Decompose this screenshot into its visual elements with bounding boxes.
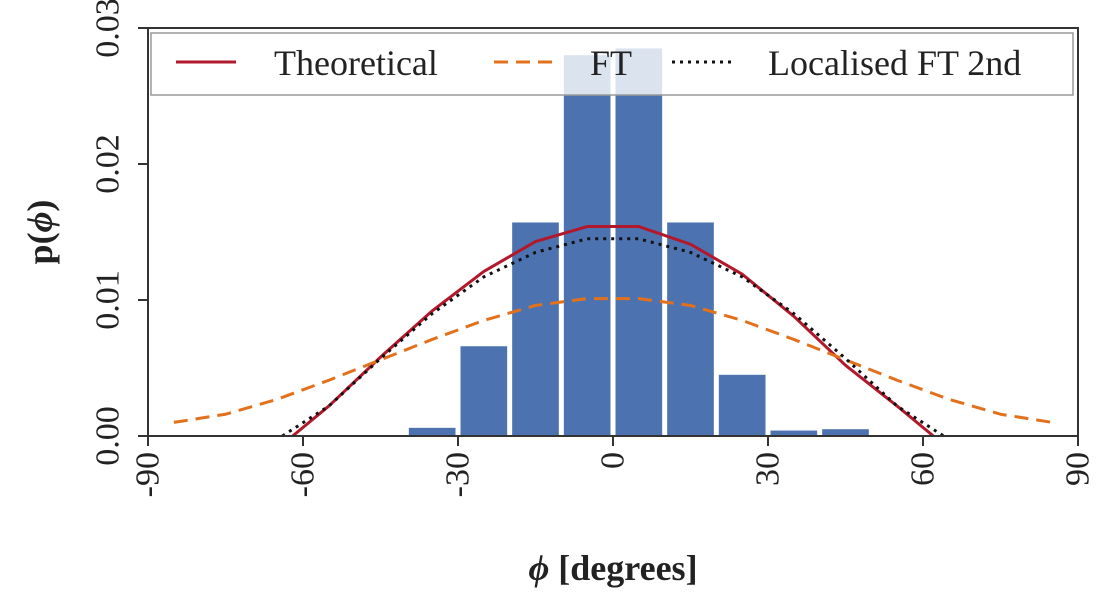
series-line-1	[291, 225, 935, 438]
legend-label-3: Localised FT 2nd	[768, 43, 1021, 83]
y-axis-label: p(ϕ)	[20, 200, 60, 265]
x-tick-label: 30	[750, 452, 787, 486]
x-axis-label: ϕ [degrees]	[528, 548, 697, 588]
legend: Theoretical FT Localised FT 2nd	[150, 32, 1074, 96]
lines-layer	[173, 225, 1053, 438]
y-axis-label-symbol: ϕ	[20, 212, 60, 233]
y-tick-label: 0.03	[90, 0, 127, 58]
y-tick-label: 0.00	[90, 406, 127, 466]
legend-label-2: FT	[590, 43, 632, 83]
y-axis-label-prefix: p(	[20, 232, 60, 264]
legend-items: Theoretical FT Localised FT 2nd	[176, 43, 1021, 83]
bars-layer	[408, 48, 869, 437]
x-tick-label: 90	[1060, 452, 1097, 486]
histogram-bar	[408, 427, 456, 436]
x-axis-label-text: [degrees]	[549, 548, 697, 588]
histogram-bar	[822, 429, 869, 436]
series-line-3	[281, 237, 945, 438]
histogram-bar	[718, 374, 766, 436]
histogram-bar	[667, 222, 714, 436]
series-line-2	[173, 297, 1053, 424]
histogram-bar	[615, 48, 663, 437]
x-tick-label: 60	[905, 452, 942, 486]
histogram-bar	[563, 55, 611, 436]
histogram-bar	[512, 222, 559, 436]
histogram-bar	[770, 430, 818, 436]
y-tick-label: 0.01	[90, 270, 127, 330]
x-axis-ticks: -90 -60 -30 0 30 60 90	[130, 436, 1097, 497]
x-tick-label: -90	[130, 452, 167, 497]
legend-label-1: Theoretical	[274, 43, 438, 83]
x-tick-label: -30	[440, 452, 477, 497]
y-axis-label-suffix: )	[20, 200, 60, 212]
x-tick-label: -60	[285, 452, 322, 497]
legend-box	[150, 32, 1074, 96]
histogram-bar	[460, 346, 508, 436]
x-tick-label: 0	[595, 452, 632, 469]
y-axis-ticks: 0.00 0.01 0.02 0.03	[90, 0, 148, 466]
y-tick-label: 0.02	[90, 134, 127, 194]
x-axis-label-symbol: ϕ	[528, 548, 549, 588]
